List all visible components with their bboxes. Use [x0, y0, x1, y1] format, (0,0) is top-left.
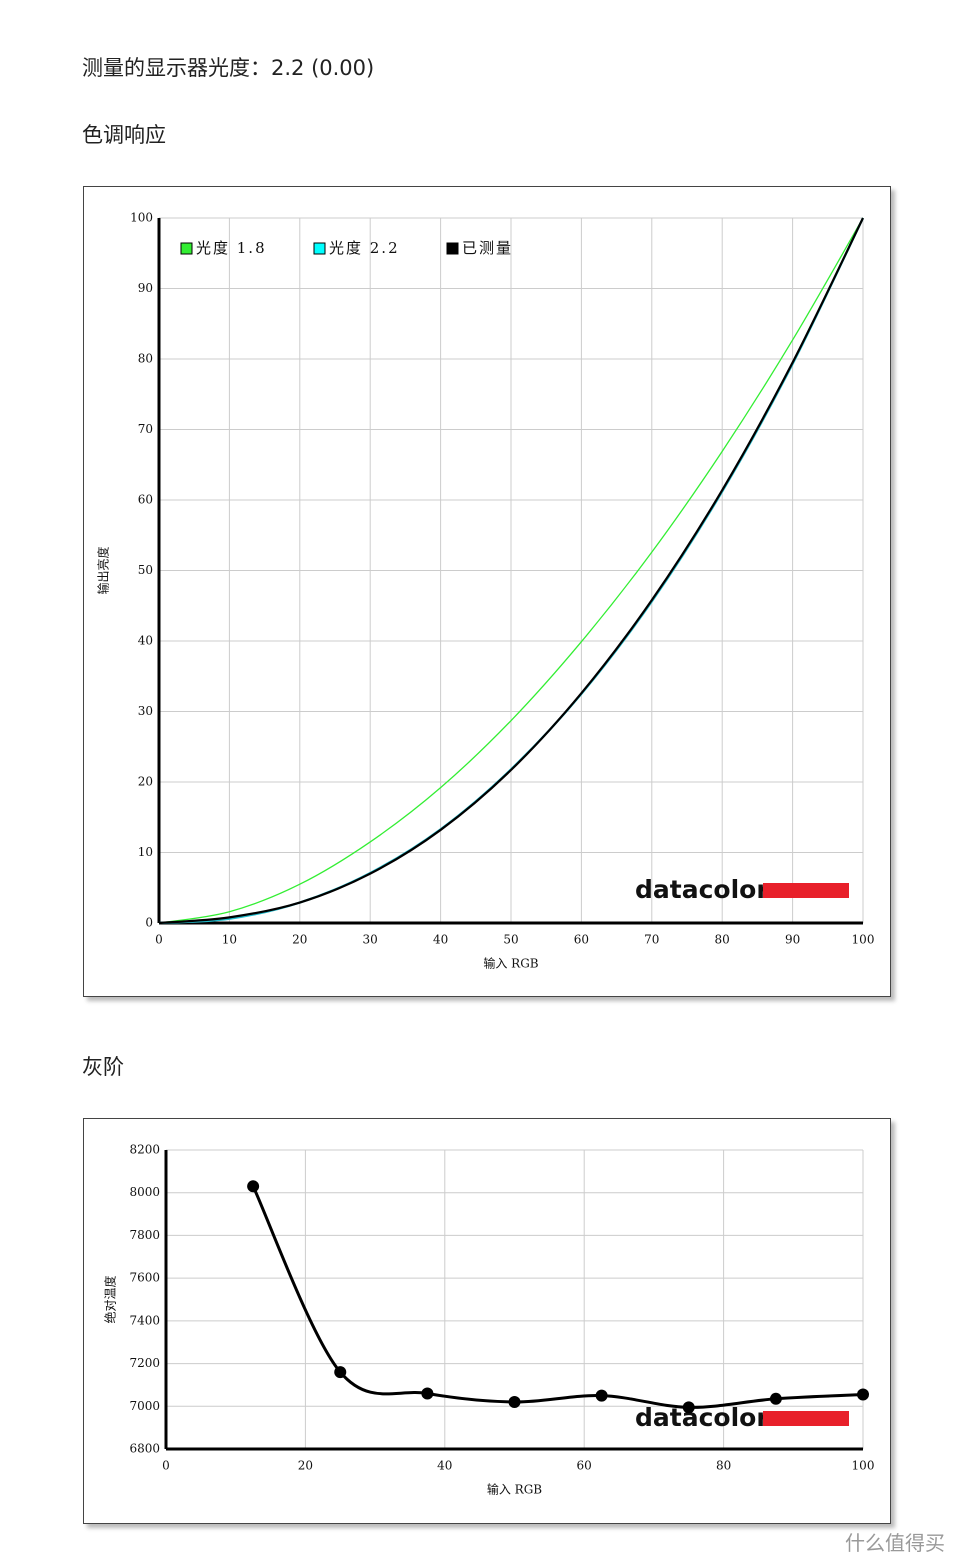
y-tick-label: 0	[145, 916, 153, 930]
x-tick-label: 50	[503, 933, 518, 947]
x-tick-label: 100	[852, 1459, 875, 1473]
x-tick-label: 20	[298, 1459, 313, 1473]
y-tick-label: 30	[138, 704, 153, 718]
y-tick-label: 20	[138, 775, 153, 789]
point	[247, 1180, 260, 1193]
legend-label: 光度 2.2	[329, 239, 400, 257]
point	[334, 1366, 347, 1379]
x-tick-label: 40	[433, 933, 448, 947]
point	[769, 1392, 782, 1405]
logo-bar	[763, 883, 849, 898]
point	[595, 1389, 608, 1402]
x-tick-label: 0	[155, 933, 163, 947]
point	[508, 1396, 521, 1409]
y-axis-label: 输出亮度	[96, 546, 111, 594]
y-tick-label: 40	[138, 634, 153, 648]
x-tick-label: 80	[716, 1459, 731, 1473]
heading: 测量的显示器光度：2.2 (0.00)	[82, 56, 375, 80]
chart-box: 0 10 20 30 40 50 60 70 80 90 100 0 10 20 30 40 50 60 70 80 9…	[83, 186, 891, 997]
legend-swatch	[180, 242, 193, 255]
y-tick-label: 80	[138, 352, 153, 366]
x-tick-label: 0	[162, 1459, 170, 1473]
y-axis-label: 绝对温度	[103, 1275, 118, 1323]
y-tick-label: 90	[138, 281, 153, 295]
x-tick-label: 80	[715, 933, 730, 947]
x-tick-label: 30	[363, 933, 378, 947]
x-tick-label: 60	[577, 1459, 592, 1473]
chart: 0 10 20 30 40 50 60 70 80 90 100 0 10 20 30 40 50 60 70 80 9…	[96, 211, 875, 971]
point	[421, 1387, 434, 1400]
y-tick-label: 7800	[129, 1228, 160, 1242]
legend-label: 光度 1.8	[196, 239, 267, 257]
y-tick-label: 7400	[129, 1313, 160, 1327]
x-tick-label: 60	[574, 933, 589, 947]
y-tick-label: 8200	[129, 1143, 160, 1157]
y-tick-label: 7000	[129, 1399, 160, 1413]
y-tick-label: 60	[138, 493, 153, 507]
legend-swatch	[313, 242, 326, 255]
y-tick-label: 7200	[129, 1356, 160, 1370]
y-tick-label: 8000	[129, 1185, 160, 1199]
chart: 0 20 40 60 80 100 6800 7000 7200 7400 7600 7800 8000…	[103, 1143, 875, 1497]
y-tick-label: 6800	[129, 1442, 160, 1456]
legend-label: 已测量	[462, 239, 513, 257]
series-line	[158, 217, 864, 924]
x-tick-label: 70	[644, 933, 659, 947]
point	[857, 1388, 869, 1401]
watermark: 什么值得买	[845, 1531, 945, 1555]
section-title: 灰阶	[82, 1055, 124, 1079]
y-tick-label: 7600	[129, 1271, 160, 1285]
x-tick-label: 40	[437, 1459, 452, 1473]
x-tick-label: 10	[222, 933, 237, 947]
y-tick-label: 10	[138, 845, 153, 859]
point	[682, 1401, 695, 1414]
series-line	[158, 217, 864, 925]
x-tick-label: 20	[292, 933, 307, 947]
chart-box: 0 20 40 60 80 100 6800 7000 7200 7400 7600 7800 8000…	[83, 1118, 891, 1524]
y-tick-label: 100	[130, 211, 153, 225]
legend-swatch	[446, 242, 459, 255]
series-line	[251, 1185, 864, 1409]
x-tick-label: 90	[785, 933, 800, 947]
logo: datacolor	[635, 875, 769, 904]
section-title: 色调响应	[82, 123, 166, 147]
y-tick-label: 70	[138, 422, 153, 436]
x-tick-label: 100	[852, 933, 875, 947]
x-axis-label: 输入 RGB	[487, 1482, 542, 1497]
y-tick-label: 50	[138, 563, 153, 577]
logo-bar	[763, 1411, 849, 1426]
x-axis-label: 输入 RGB	[483, 956, 538, 971]
